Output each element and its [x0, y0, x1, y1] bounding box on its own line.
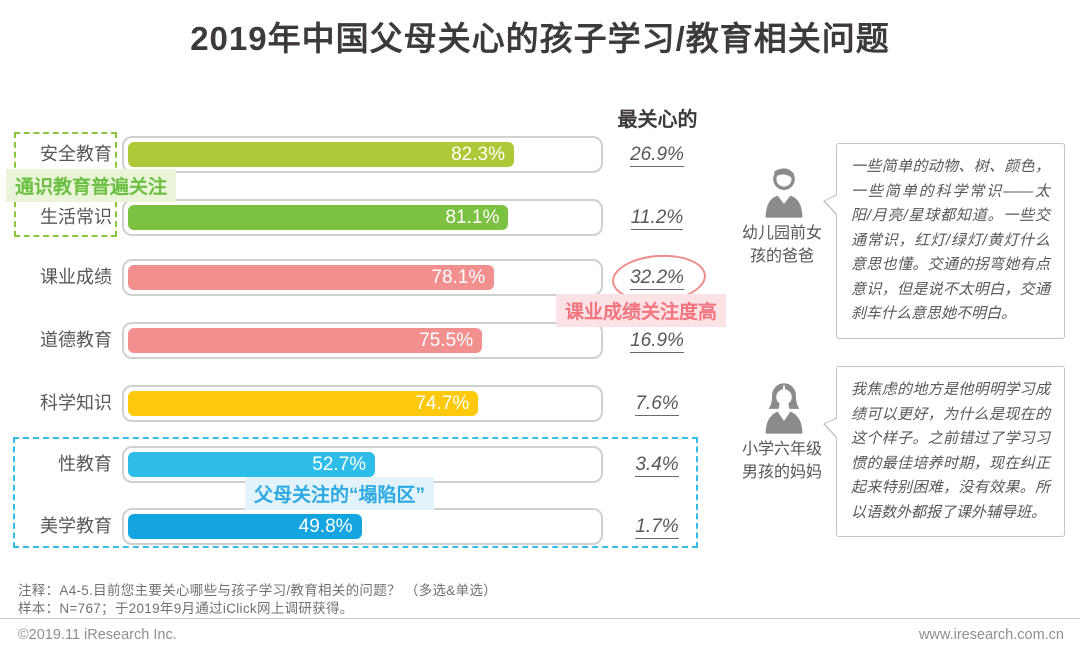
website-url: www.iresearch.com.cn — [918, 627, 1064, 643]
most-concerned-value: 26.9% — [630, 144, 684, 167]
bar-track: 49.8% — [122, 508, 603, 545]
bar-track: 75.5% — [122, 322, 603, 359]
mother-avatar-icon — [762, 382, 806, 434]
chart-row: 科学知识 74.7% 7.6% — [0, 385, 720, 422]
category-label: 科学知识 — [40, 393, 112, 413]
chart-row: 课业成绩 78.1% 32.2% — [0, 259, 720, 296]
most-concerned-value: 7.6% — [635, 393, 679, 416]
father-caption: 幼儿园前女孩的爸爸 — [741, 225, 822, 265]
category-label: 美学教育 — [40, 516, 112, 536]
father-quote-bubble: 一些简单的动物、树、颜色，一些简单的科学常识——太阳/月亮/星球都知道。一些交通… — [823, 143, 1065, 339]
most-concerned-header: 最关心的 — [617, 109, 698, 131]
bar-fill: 49.8% — [128, 514, 362, 539]
annotation-academic-focus: 课业成绩关注度高 — [556, 294, 727, 327]
bar-track: 78.1% — [122, 259, 603, 296]
footer-divider — [0, 618, 1080, 619]
bar-fill: 81.1% — [128, 205, 509, 230]
category-label: 性教育 — [58, 454, 112, 474]
most-concerned-value: 16.9% — [630, 330, 684, 353]
category-label: 生活常识 — [40, 207, 112, 227]
footnote-question: 注释：A4-5.目前您主要关心哪些与孩子学习/教育相关的问题？ （多选&单选） — [18, 583, 497, 598]
footnote-sample: 样本：N=767；于2019年9月通过iClick网上调研获得。 — [18, 601, 354, 616]
most-concerned-value: 32.2% — [630, 267, 684, 290]
chart-row: 道德教育 75.5% 16.9% — [0, 322, 720, 359]
bar-fill: 78.1% — [128, 265, 495, 290]
bar-track: 52.7% — [122, 446, 603, 483]
mother-quote-bubble: 我焦虑的地方是他明明学习成绩可以更好，为什么是现在的这个样子。之前错过了学习习惯… — [823, 366, 1065, 537]
bar-fill: 74.7% — [128, 391, 479, 416]
page-title: 2019年中国父母关心的孩子学习/教育相关问题 — [190, 20, 890, 57]
father-avatar-icon — [762, 166, 806, 218]
category-label: 课业成绩 — [40, 267, 112, 287]
chart-row: 生活常识 81.1% 11.2% — [0, 199, 720, 236]
annotation-general-education: 通识教育普遍关注 — [6, 169, 177, 202]
bar-track: 74.7% — [122, 385, 603, 422]
copyright-text: ©2019.11 iResearch Inc. — [18, 627, 177, 643]
annotation-sinkhole: 父母关注的“塌陷区” — [245, 477, 435, 510]
bar-fill: 75.5% — [128, 328, 483, 353]
bar-fill: 52.7% — [128, 452, 376, 477]
chart-row: 美学教育 49.8% 1.7% — [0, 508, 720, 545]
most-concerned-value: 11.2% — [630, 207, 684, 230]
most-concerned-value: 1.7% — [635, 516, 679, 539]
bar-track: 82.3% — [122, 136, 603, 173]
chart-row: 安全教育 82.3% 26.9% — [0, 136, 720, 173]
most-concerned-value: 3.4% — [635, 454, 679, 477]
bar-fill: 82.3% — [128, 142, 514, 167]
mother-caption: 小学六年级男孩的妈妈 — [741, 441, 822, 481]
sinkhole-group-box — [13, 437, 698, 548]
bar-track: 81.1% — [122, 199, 603, 236]
category-label: 安全教育 — [40, 144, 112, 164]
chart-row: 性教育 52.7% 3.4% — [0, 446, 720, 483]
category-label: 道德教育 — [40, 330, 112, 350]
